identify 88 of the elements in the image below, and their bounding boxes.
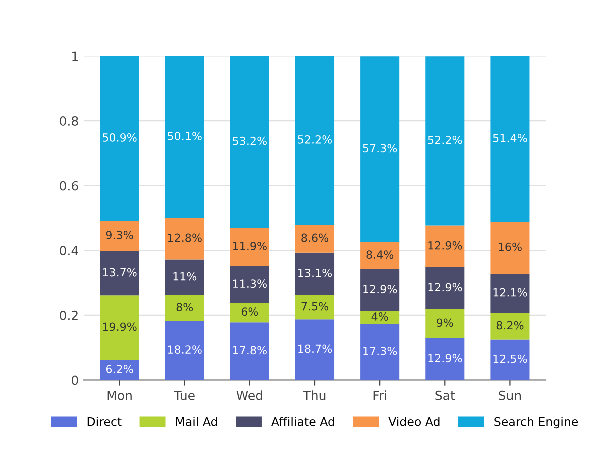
bar (426, 226, 465, 268)
data-label: 53.2% (233, 136, 267, 146)
bar (230, 303, 270, 323)
bar (100, 56, 140, 222)
legend-label: Search Engine (494, 417, 578, 429)
data-label: 18.2% (168, 346, 202, 354)
data-label: 50.9% (103, 134, 137, 142)
data-label: 18.7% (298, 344, 332, 354)
bar (426, 338, 465, 380)
data-label: 8.6% (302, 234, 328, 242)
data-label: 12.5% (494, 354, 528, 364)
bar (360, 56, 400, 242)
bar (360, 242, 400, 270)
data-label: 52.2% (428, 136, 462, 144)
data-label: 11% (174, 272, 197, 281)
data-label: 6.2% (106, 365, 134, 374)
bar (295, 252, 335, 296)
data-label: 11.3% (234, 280, 267, 288)
data-label: 4% (372, 312, 388, 321)
legend-label: Direct (88, 417, 122, 426)
bar (295, 320, 335, 380)
bar (100, 221, 140, 252)
bar (490, 313, 530, 340)
legend-label: Affiliate Ad (272, 417, 334, 426)
bar (360, 311, 400, 324)
data-label: 19.9% (103, 322, 137, 332)
x-tick-label: Sun (499, 390, 522, 400)
data-label: 52.2% (298, 135, 332, 144)
x-tick-label: Thu (303, 390, 326, 400)
bar (295, 295, 335, 320)
legend-label: Video Ad (388, 417, 440, 426)
data-label: 17.3% (364, 347, 398, 356)
bar (230, 266, 270, 304)
bar (490, 56, 530, 222)
bar (165, 321, 204, 380)
bar (230, 322, 270, 380)
data-label: 6% (242, 308, 258, 316)
data-label: 9% (437, 318, 454, 328)
data-label: 8% (176, 303, 194, 312)
x-tick-label: Tue (174, 391, 195, 400)
bar (426, 56, 465, 226)
data-label: 12.9% (428, 241, 462, 250)
x-tick-label: Fri (374, 390, 386, 400)
bar (360, 269, 400, 312)
data-label: 8.2% (496, 321, 524, 330)
bar (295, 225, 335, 253)
y-tick-label: 0.8 (60, 116, 78, 126)
bar (490, 274, 530, 314)
y-tick-label: 0.6 (60, 181, 78, 191)
data-label: 12.8% (168, 234, 202, 242)
bar (295, 56, 335, 226)
bar (165, 260, 204, 296)
data-label: 12.9% (428, 354, 462, 363)
legend-label: Mail Ad (176, 417, 218, 426)
x-tick-label: Sat (436, 390, 456, 400)
bar (165, 56, 204, 218)
x-tick-label: Mon (108, 391, 132, 400)
data-label: 11.9% (234, 242, 267, 250)
bar (230, 228, 270, 267)
data-label: 51.4% (493, 134, 528, 142)
data-label: 50.1% (168, 132, 202, 140)
x-tick-label: Wed (236, 390, 262, 400)
y-tick-label: 0 (72, 376, 78, 386)
bar (100, 251, 140, 296)
bar (100, 360, 140, 380)
data-label: 8.4% (366, 250, 394, 260)
bar (165, 295, 204, 322)
data-label: 7.5% (302, 302, 328, 311)
y-tick-label: 1 (72, 52, 78, 61)
data-label: 12.9% (428, 283, 462, 292)
data-label: 12.9% (364, 285, 398, 294)
bar (165, 218, 204, 260)
bar (230, 56, 270, 228)
bar (360, 324, 400, 380)
data-label: 16% (499, 242, 522, 252)
bar (100, 296, 140, 360)
data-label: 17.8% (234, 346, 267, 355)
bar (426, 268, 465, 310)
y-tick-label: 0.2 (60, 310, 78, 320)
data-label: 13.1% (298, 268, 332, 278)
bar (426, 309, 465, 338)
data-label: 13.7% (103, 268, 137, 277)
data-label: 9.3% (106, 231, 134, 240)
data-label: 12.1% (494, 288, 528, 297)
bar (490, 340, 530, 380)
bar (490, 222, 530, 274)
y-tick-label: 0.4 (60, 246, 78, 256)
data-label: 57.3% (363, 144, 398, 153)
